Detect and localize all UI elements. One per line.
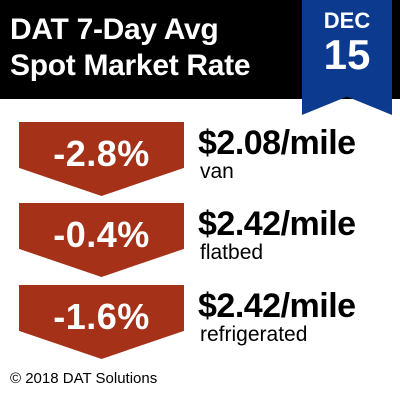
rate-row-van: -2.8% $2.08/mile van xyxy=(0,122,400,200)
change-percent: -1.6% xyxy=(53,296,150,337)
change-arrow-down: -1.6% xyxy=(19,285,184,359)
change-percent: -0.4% xyxy=(53,214,150,255)
equipment-type: refrigerated xyxy=(200,323,308,346)
change-percent: -2.8% xyxy=(53,133,150,174)
rate-price: $2.42/mile xyxy=(198,205,356,243)
rate-price: $2.42/mile xyxy=(198,287,356,325)
change-arrow-down: -0.4% xyxy=(19,203,184,277)
copyright-notice: © 2018 DAT Solutions xyxy=(10,370,158,387)
date-ribbon: DEC 15 xyxy=(302,0,392,115)
date-month: DEC xyxy=(323,8,371,33)
change-arrow-down: -2.8% xyxy=(19,122,184,196)
equipment-type: van xyxy=(200,160,234,183)
date-day: 15 xyxy=(323,31,371,78)
title-line-2: Spot Market Rate xyxy=(10,49,251,82)
equipment-type: flatbed xyxy=(200,241,264,264)
rate-row-refrigerated: -1.6% $2.42/mile refrigerated xyxy=(0,285,400,363)
rate-row-flatbed: -0.4% $2.42/mile flatbed xyxy=(0,203,400,281)
rate-price: $2.08/mile xyxy=(198,124,356,162)
title-line-1: DAT 7-Day Avg xyxy=(10,13,219,46)
page-title: DAT 7-Day Avg Spot Market Rate xyxy=(10,12,300,84)
